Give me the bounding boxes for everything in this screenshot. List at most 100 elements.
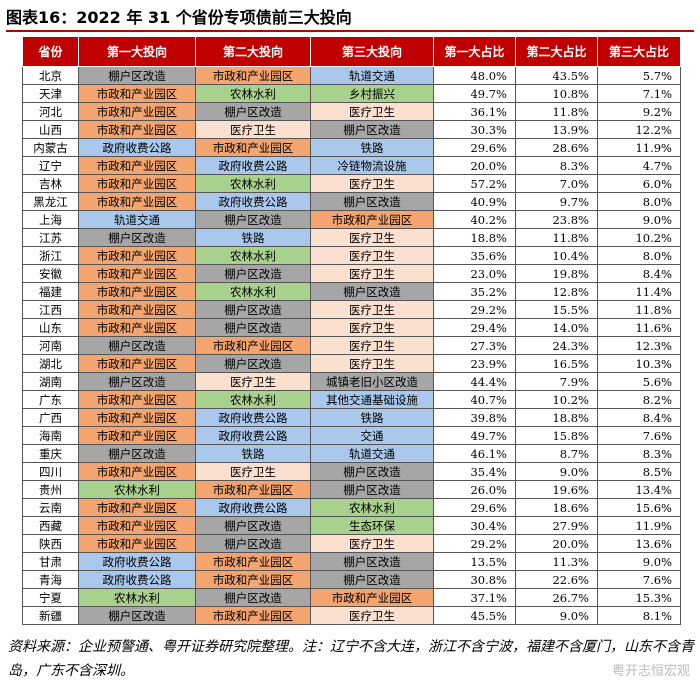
investment-cell: 医疗卫生 bbox=[310, 174, 434, 193]
table-row: 天津 市政和产业园区 农林水利 乡村振兴 49.7% 10.8% 7.1% bbox=[22, 84, 681, 103]
share-cell: 8.3% bbox=[597, 444, 681, 463]
province-cell: 湖南 bbox=[22, 372, 79, 391]
investment-cell: 医疗卫生 bbox=[195, 462, 311, 481]
table-row: 新疆 棚户区改造 市政和产业园区 医疗卫生 45.5% 9.0% 8.1% bbox=[22, 606, 681, 625]
share-cell: 5.6% bbox=[597, 372, 681, 391]
investment-cell: 医疗卫生 bbox=[310, 354, 434, 373]
investment-cell: 市政和产业园区 bbox=[195, 66, 311, 85]
share-cell: 18.8% bbox=[515, 408, 598, 427]
share-cell: 35.2% bbox=[433, 282, 516, 301]
investment-cell: 市政和产业园区 bbox=[78, 516, 196, 535]
table-row: 山东 市政和产业园区 棚户区改造 医疗卫生 29.4% 14.0% 11.6% bbox=[22, 318, 681, 337]
share-cell: 8.5% bbox=[597, 462, 681, 481]
province-cell: 浙江 bbox=[22, 246, 79, 265]
table-row: 安徽 市政和产业园区 棚户区改造 医疗卫生 23.0% 19.8% 8.4% bbox=[22, 264, 681, 283]
share-cell: 40.7% bbox=[433, 390, 516, 409]
table-row: 广西 市政和产业园区 政府收费公路 铁路 39.8% 18.8% 8.4% bbox=[22, 408, 681, 427]
share-cell: 10.2% bbox=[515, 390, 598, 409]
investment-cell: 市政和产业园区 bbox=[310, 588, 434, 607]
share-cell: 22.6% bbox=[515, 570, 598, 589]
share-cell: 30.8% bbox=[433, 570, 516, 589]
province-cell: 湖北 bbox=[22, 354, 79, 373]
investment-cell: 铁路 bbox=[310, 408, 434, 427]
share-cell: 29.6% bbox=[433, 498, 516, 517]
table-row: 福建 市政和产业园区 农林水利 棚户区改造 35.2% 12.8% 11.4% bbox=[22, 282, 681, 301]
share-cell: 9.0% bbox=[515, 462, 598, 481]
investment-cell: 政府收费公路 bbox=[195, 192, 311, 211]
investment-cell: 医疗卫生 bbox=[195, 372, 311, 391]
investment-cell: 农林水利 bbox=[195, 390, 311, 409]
investment-cell: 市政和产业园区 bbox=[78, 282, 196, 301]
column-header: 第二大投向 bbox=[195, 36, 311, 67]
investment-cell: 市政和产业园区 bbox=[195, 336, 311, 355]
province-cell: 云南 bbox=[22, 498, 79, 517]
investment-cell: 市政和产业园区 bbox=[78, 102, 196, 121]
investment-cell: 棚户区改造 bbox=[195, 264, 311, 283]
investment-cell: 棚户区改造 bbox=[195, 534, 311, 553]
investment-cell: 棚户区改造 bbox=[310, 570, 434, 589]
table-row: 宁夏 农林水利 棚户区改造 市政和产业园区 37.1% 26.7% 15.3% bbox=[22, 588, 681, 607]
table-row: 湖南 棚户区改造 医疗卫生 城镇老旧小区改造 44.4% 7.9% 5.6% bbox=[22, 372, 681, 391]
investment-cell: 政府收费公路 bbox=[78, 552, 196, 571]
province-cell: 江西 bbox=[22, 300, 79, 319]
investment-cell: 棚户区改造 bbox=[78, 444, 196, 463]
share-cell: 13.5% bbox=[433, 552, 516, 571]
table-row: 重庆 棚户区改造 铁路 轨道交通 46.1% 8.7% 8.3% bbox=[22, 444, 681, 463]
province-cell: 福建 bbox=[22, 282, 79, 301]
province-cell: 青海 bbox=[22, 570, 79, 589]
share-cell: 39.8% bbox=[433, 408, 516, 427]
share-cell: 9.0% bbox=[515, 606, 598, 625]
province-cell: 宁夏 bbox=[22, 588, 79, 607]
share-cell: 26.0% bbox=[433, 480, 516, 499]
share-cell: 40.2% bbox=[433, 210, 516, 229]
province-cell: 吉林 bbox=[22, 174, 79, 193]
header-row: 省份 第一大投向 第二大投向 第三大投向 第一大占比 第二大占比 第三大占比 bbox=[22, 36, 681, 67]
table-row: 西藏 市政和产业园区 棚户区改造 生态环保 30.4% 27.9% 11.9% bbox=[22, 516, 681, 535]
investment-cell: 铁路 bbox=[195, 444, 311, 463]
share-cell: 30.3% bbox=[433, 120, 516, 139]
investment-cell: 棚户区改造 bbox=[195, 354, 311, 373]
share-cell: 15.3% bbox=[597, 588, 681, 607]
investment-cell: 棚户区改造 bbox=[310, 552, 434, 571]
province-cell: 四川 bbox=[22, 462, 79, 481]
share-cell: 10.8% bbox=[515, 84, 598, 103]
column-header: 第一大投向 bbox=[78, 36, 196, 67]
watermark: 粤开志恒宏观 bbox=[611, 664, 690, 679]
share-cell: 15.6% bbox=[597, 498, 681, 517]
investment-cell: 医疗卫生 bbox=[310, 336, 434, 355]
share-cell: 11.6% bbox=[597, 318, 681, 337]
investment-cell: 市政和产业园区 bbox=[78, 498, 196, 517]
share-cell: 11.8% bbox=[515, 102, 598, 121]
share-cell: 29.6% bbox=[433, 138, 516, 157]
table-row: 甘肃 政府收费公路 市政和产业园区 棚户区改造 13.5% 11.3% 9.0% bbox=[22, 552, 681, 571]
share-cell: 45.5% bbox=[433, 606, 516, 625]
table-body: 北京 棚户区改造 市政和产业园区 轨道交通 48.0% 43.5% 5.7% 天津 市政和产业园… bbox=[22, 66, 681, 625]
investment-cell: 市政和产业园区 bbox=[78, 192, 196, 211]
province-cell: 北京 bbox=[22, 66, 79, 85]
investment-cell: 政府收费公路 bbox=[195, 156, 311, 175]
investment-cell: 政府收费公路 bbox=[195, 498, 311, 517]
table-row: 山西 市政和产业园区 医疗卫生 棚户区改造 30.3% 13.9% 12.2% bbox=[22, 120, 681, 139]
investment-cell: 市政和产业园区 bbox=[78, 120, 196, 139]
share-cell: 8.4% bbox=[597, 408, 681, 427]
province-cell: 山东 bbox=[22, 318, 79, 337]
province-cell: 河南 bbox=[22, 336, 79, 355]
share-cell: 37.1% bbox=[433, 588, 516, 607]
share-cell: 19.8% bbox=[515, 264, 598, 283]
investment-cell: 市政和产业园区 bbox=[78, 246, 196, 265]
share-cell: 26.7% bbox=[515, 588, 598, 607]
share-cell: 9.7% bbox=[515, 192, 598, 211]
investment-cell: 轨道交通 bbox=[310, 444, 434, 463]
province-cell: 上海 bbox=[22, 210, 79, 229]
column-header: 第二大占比 bbox=[515, 36, 598, 67]
share-cell: 20.0% bbox=[515, 534, 598, 553]
investment-cell: 棚户区改造 bbox=[78, 336, 196, 355]
investment-cell: 农林水利 bbox=[195, 282, 311, 301]
column-header: 省份 bbox=[22, 36, 79, 67]
table-row: 海南 市政和产业园区 政府收费公路 交通 49.7% 15.8% 7.6% bbox=[22, 426, 681, 445]
investment-cell: 医疗卫生 bbox=[310, 300, 434, 319]
share-cell: 12.3% bbox=[597, 336, 681, 355]
investment-cell: 医疗卫生 bbox=[310, 606, 434, 625]
province-cell: 江苏 bbox=[22, 228, 79, 247]
